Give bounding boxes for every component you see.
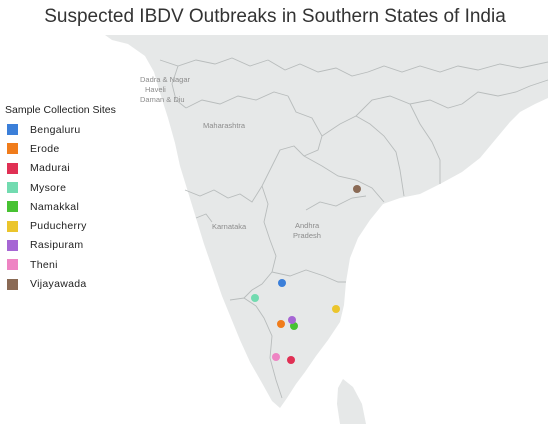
region-label-andhra-2: Pradesh — [293, 231, 321, 240]
site-marker-mysore[interactable] — [251, 294, 259, 302]
legend-swatch — [7, 201, 18, 213]
legend-item-madurai[interactable]: Madurai — [5, 159, 116, 178]
legend-item-mysore[interactable]: Mysore — [5, 178, 116, 197]
legend-label: Theni — [30, 258, 58, 271]
legend-item-theni[interactable]: Theni — [5, 255, 116, 274]
site-marker-vijayawada[interactable] — [353, 185, 361, 193]
site-marker-madurai[interactable] — [287, 356, 295, 364]
site-marker-puducherry[interactable] — [332, 305, 340, 313]
map-title: Suspected IBDV Outbreaks in Southern Sta… — [44, 6, 506, 27]
legend-swatch — [7, 278, 18, 290]
legend-swatch — [7, 143, 18, 155]
region-label-maharashtra: Maharashtra — [203, 121, 246, 130]
site-marker-theni[interactable] — [272, 353, 280, 361]
region-label-dadra: Dadra & Nagar — [140, 75, 191, 84]
legend-item-erode[interactable]: Erode — [5, 139, 116, 158]
legend-swatch — [7, 239, 18, 251]
site-markers — [251, 185, 361, 364]
legend-swatch — [7, 182, 18, 194]
legend-label: Bengaluru — [30, 123, 81, 136]
legend-item-puducherry[interactable]: Puducherry — [5, 216, 116, 235]
sri-lanka — [337, 379, 366, 424]
site-marker-bengaluru[interactable] — [278, 279, 286, 287]
legend-title: Sample Collection Sites — [5, 104, 116, 116]
region-label-karnataka: Karnataka — [212, 222, 247, 231]
state-borders — [159, 57, 549, 399]
legend-swatch — [7, 220, 18, 232]
legend-label: Rasipuram — [30, 239, 84, 252]
region-label-daman: Daman & Diu — [140, 95, 185, 104]
legend-swatch — [7, 162, 18, 174]
landmass — [105, 35, 548, 408]
legend-label: Vijayawada — [30, 278, 87, 291]
legend: Sample Collection Sites Bengaluru Erode … — [5, 104, 116, 294]
legend-label: Erode — [30, 142, 60, 155]
legend-swatch — [7, 259, 18, 271]
legend-label: Madurai — [30, 162, 71, 175]
legend-item-vijayawada[interactable]: Vijayawada — [5, 274, 116, 293]
legend-label: Mysore — [30, 181, 67, 194]
legend-label: Puducherry — [30, 220, 87, 233]
region-label-haveli: Haveli — [145, 85, 166, 94]
legend-label: Namakkal — [30, 200, 80, 213]
legend-swatch — [7, 124, 18, 136]
legend-item-bengaluru[interactable]: Bengaluru — [5, 120, 116, 139]
site-marker-rasipuram[interactable] — [288, 316, 296, 324]
region-label-andhra-1: Andhra — [295, 221, 320, 230]
legend-item-namakkal[interactable]: Namakkal — [5, 197, 116, 216]
legend-item-rasipuram[interactable]: Rasipuram — [5, 236, 116, 255]
site-marker-erode[interactable] — [277, 320, 285, 328]
